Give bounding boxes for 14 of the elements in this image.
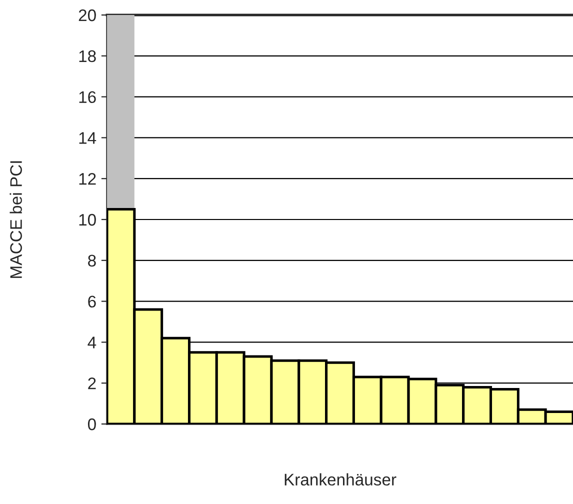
x-axis-title: Krankenhäuser bbox=[284, 473, 396, 486]
y-tick-label: 20 bbox=[78, 9, 96, 22]
y-tick-label: 8 bbox=[88, 254, 96, 267]
bar bbox=[107, 15, 134, 210]
y-tick-label: 12 bbox=[79, 173, 96, 185]
y-axis-title: MACCE bei PCI bbox=[10, 161, 22, 278]
y-tick-label: 4 bbox=[88, 336, 96, 348]
y-tick-label: 0 bbox=[88, 418, 96, 430]
y-tick-label: 2 bbox=[88, 378, 96, 390]
y-tick-label: 10 bbox=[79, 214, 96, 226]
y-tick-label: 16 bbox=[79, 91, 96, 104]
y-tick-label: 18 bbox=[79, 50, 96, 62]
y-tick-label: 6 bbox=[88, 296, 96, 308]
y-tick-label: 14 bbox=[79, 132, 96, 144]
